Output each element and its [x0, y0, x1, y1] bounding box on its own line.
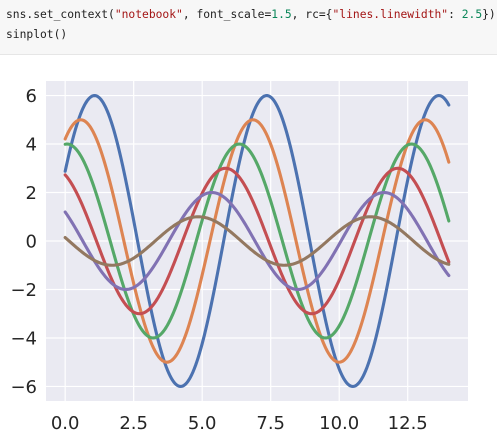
- code-cell[interactable]: sns.set_context("notebook", font_scale=1…: [0, 0, 497, 55]
- y-tick-label: −4: [10, 328, 37, 349]
- code-text: , rc={: [291, 8, 333, 21]
- x-tick-label: 7.5: [256, 413, 285, 434]
- y-tick-label: 0: [26, 232, 37, 253]
- code-text: , font_scale=: [182, 8, 272, 21]
- cell-output: −6 −4 −2 0 2 4 6 0.0 2.5 5.0 7.5 10.0 12.5: [0, 56, 497, 437]
- code-string: "notebook": [114, 8, 183, 21]
- code-line-1: sns.set_context("notebook", font_scale=1…: [6, 8, 496, 21]
- code-number: 2.5: [461, 8, 483, 21]
- code-text: sns.set_context(: [6, 8, 115, 21]
- sinplot-chart: −6 −4 −2 0 2 4 6 0.0 2.5 5.0 7.5 10.0 12.5: [10, 81, 468, 434]
- x-tick-labels: 0.0 2.5 5.0 7.5 10.0 12.5: [51, 413, 428, 434]
- y-tick-label: 4: [26, 135, 37, 156]
- series-line-6: [63, 215, 451, 267]
- x-tick-label: 0.0: [51, 413, 80, 434]
- x-tick-label: 10.0: [319, 413, 359, 434]
- y-tick-labels: −6 −4 −2 0 2 4 6: [10, 86, 37, 398]
- series-line-1: [63, 94, 451, 388]
- y-tick-label: 2: [26, 183, 37, 204]
- code-line-2: sinplot(): [6, 28, 68, 41]
- series-line-5: [63, 190, 451, 292]
- x-tick-label: 12.5: [388, 413, 428, 434]
- code-string: "lines.linewidth": [332, 8, 449, 21]
- series-lines: [63, 94, 451, 388]
- x-tick-label: 2.5: [119, 413, 148, 434]
- y-tick-label: 6: [26, 86, 37, 107]
- y-tick-label: −2: [10, 280, 37, 301]
- series-line-2: [63, 118, 451, 364]
- x-tick-label: 5.0: [188, 413, 217, 434]
- code-number: 1.5: [271, 8, 292, 21]
- series-line-4: [63, 166, 451, 316]
- y-tick-label: −6: [10, 377, 37, 398]
- code-text: :: [448, 8, 462, 21]
- code-text: }): [482, 8, 496, 21]
- series-line-3: [63, 142, 451, 340]
